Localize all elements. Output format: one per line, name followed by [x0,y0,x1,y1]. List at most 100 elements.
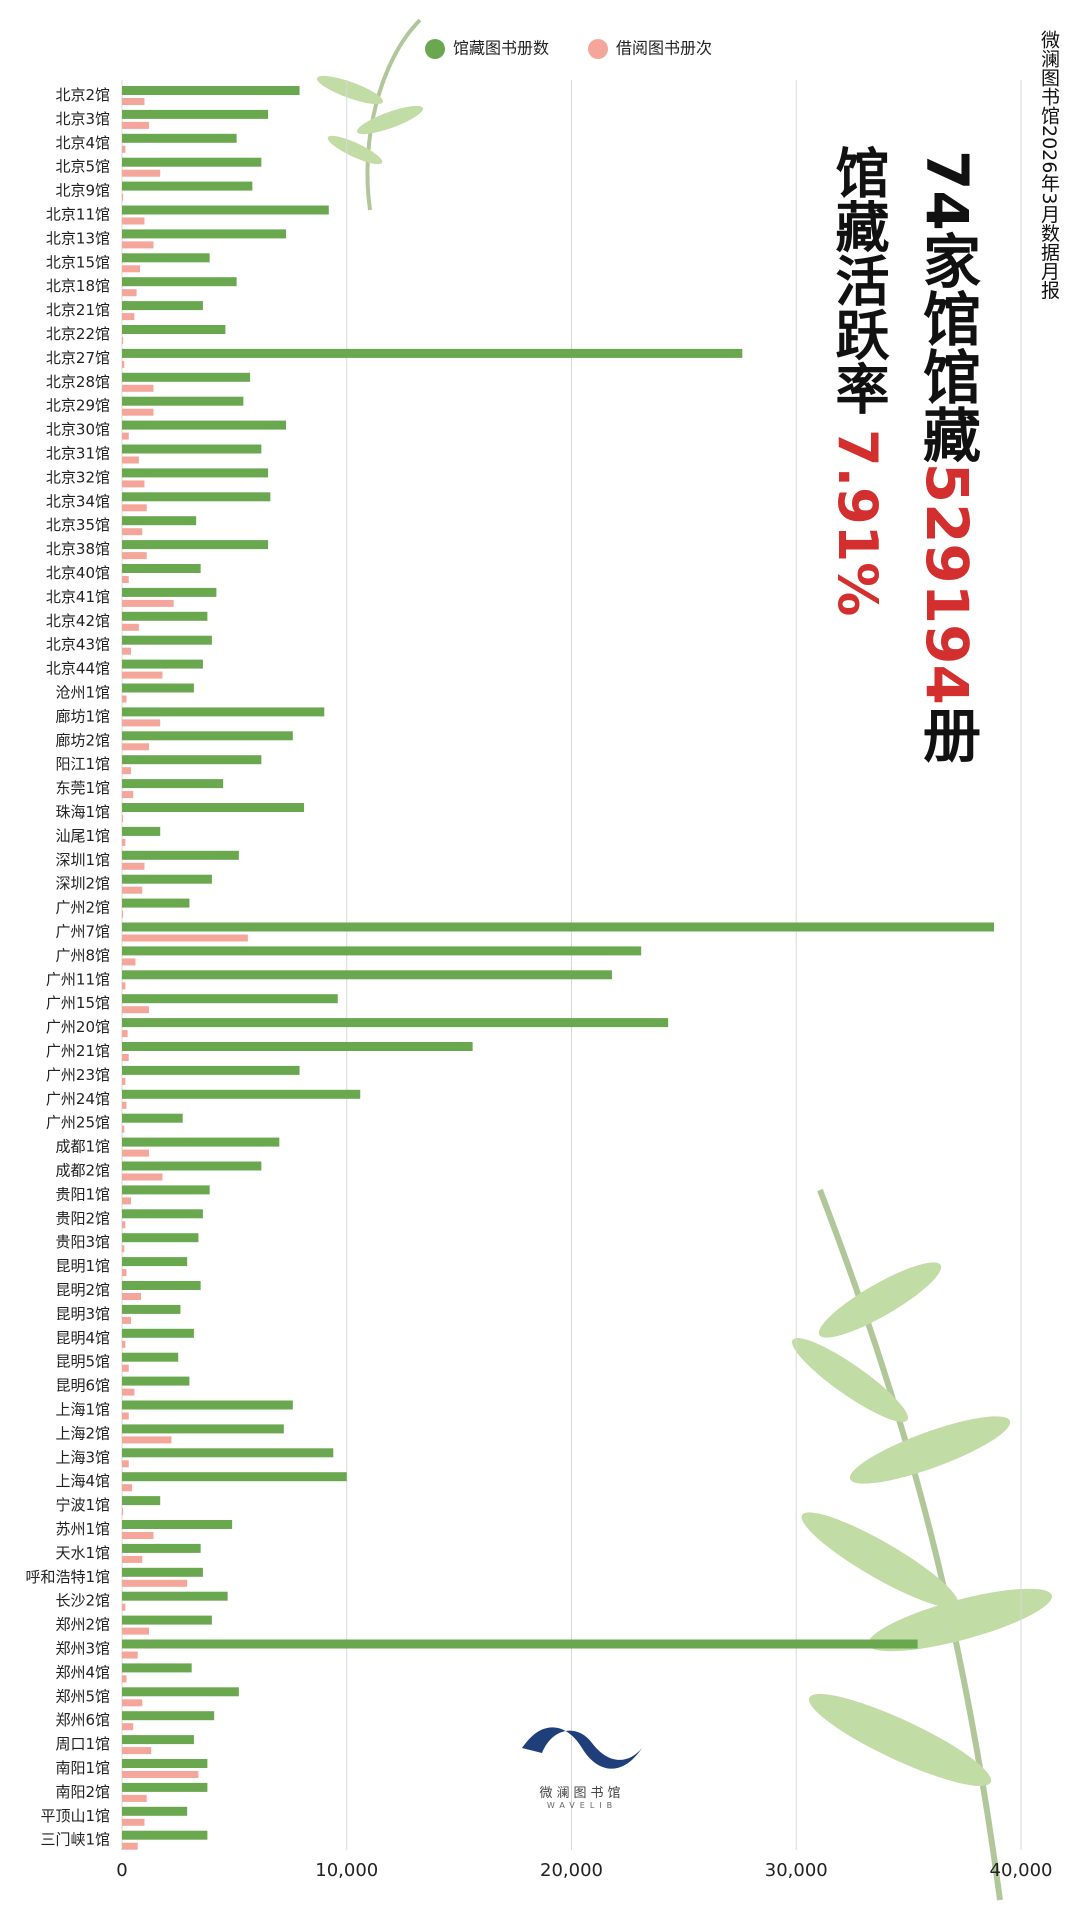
y-tick-label: 周口1馆 [55,1735,110,1753]
bar [122,1400,293,1410]
y-tick-label: 郑州6馆 [55,1711,110,1729]
bar [122,791,134,799]
y-tick-label: 北京30馆 [46,421,110,439]
legend-label: 借阅图书册次 [616,39,712,58]
y-tick-label: 北京34馆 [46,492,110,510]
y-tick-label: 上海1馆 [55,1401,110,1419]
bar [122,1579,188,1587]
bar [122,838,126,846]
bar [122,564,201,573]
y-tick-label: 北京41馆 [46,588,110,606]
bar [122,396,244,406]
bar [122,480,145,488]
bar [122,540,269,550]
y-tick-label: 昆明1馆 [55,1257,110,1275]
bar [122,671,163,679]
bar [122,767,131,775]
bar [122,1747,152,1755]
bar [122,1018,669,1028]
bar [122,910,124,918]
rate-value: 7.91% [826,429,889,617]
bar [122,1532,154,1539]
y-tick-label: 宁波1馆 [55,1496,110,1514]
y-tick-label: 汕尾1馆 [55,827,110,845]
bar [122,1030,128,1038]
y-tick-label: 北京5馆 [55,158,110,176]
y-tick-label: 昆明3馆 [55,1305,110,1323]
headline-number: 529194 [913,462,981,705]
bar [122,587,217,597]
bar [122,1424,284,1434]
y-tick-label: 平顶山1馆 [40,1807,110,1825]
bar [122,1209,203,1219]
report-title: 微澜图书馆2026年3月数据月报 [1038,30,1060,300]
bar [122,98,145,105]
bar [122,1101,127,1109]
bar [122,1281,201,1290]
bar [122,994,338,1004]
bar [122,1759,208,1768]
bar [122,1591,228,1601]
bar [122,1711,215,1721]
y-tick-label: 广州23馆 [46,1066,110,1084]
bar [122,360,125,368]
y-tick-label: 北京4馆 [55,134,110,152]
bar [122,145,126,153]
y-tick-label: 北京3馆 [55,110,110,128]
y-tick-label: 郑州2馆 [55,1616,110,1634]
y-tick-label: 广州25馆 [46,1114,110,1132]
bar [122,384,154,392]
y-tick-label: 贵阳2馆 [55,1209,110,1227]
bar [122,1197,131,1205]
bar [122,826,161,836]
legend-label: 馆藏图书册数 [453,39,549,58]
headline-prefix: 74家馆馆藏 [913,150,981,463]
bar [122,181,253,191]
bar [122,982,126,990]
x-tick-label: 30,000 [765,1860,828,1881]
bar [122,1460,129,1468]
bar [122,289,137,297]
y-tick-label: 昆明6馆 [55,1377,110,1395]
bar [122,1113,183,1123]
y-tick-label: 东莞1馆 [55,779,110,797]
bar [122,408,154,416]
x-tick-label: 20,000 [540,1860,603,1881]
bar [122,1794,147,1802]
y-tick-label: 北京43馆 [46,636,110,654]
bar [122,1221,126,1229]
y-tick-label: 沧州1馆 [55,684,110,702]
bar [122,313,135,321]
bar [122,1782,208,1792]
y-tick-label: 北京32馆 [46,468,110,486]
y-tick-label: 阳江1馆 [55,755,110,773]
bar [122,468,269,478]
bar [122,1448,334,1458]
bar [122,934,248,942]
bar [122,444,262,454]
legend-swatch [588,39,608,59]
y-tick-label: 北京13馆 [46,229,110,247]
bar [122,205,329,215]
bar [122,157,262,167]
bar [122,1089,361,1099]
y-tick-label: 长沙2馆 [55,1592,110,1610]
bar [122,1245,125,1253]
bar [122,1376,190,1386]
bar [122,1687,239,1697]
y-tick-label: 天水1馆 [55,1544,110,1562]
y-tick-label: 北京9馆 [55,182,110,200]
logo-mark [522,1727,642,1769]
bar [122,1257,188,1267]
y-tick-label: 广州21馆 [46,1042,110,1060]
bar [122,277,237,287]
bar [122,779,224,789]
bar [122,707,325,717]
bar [122,348,743,358]
y-tick-label: 呼和浩特1馆 [25,1568,110,1586]
y-tick-label: 郑州5馆 [55,1687,110,1705]
bar [122,683,194,693]
bar [122,815,124,822]
y-tick-label: 广州8馆 [55,946,110,964]
y-tick-label: 昆明4馆 [55,1329,110,1347]
